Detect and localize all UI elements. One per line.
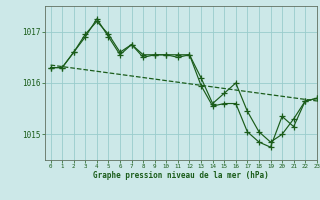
X-axis label: Graphe pression niveau de la mer (hPa): Graphe pression niveau de la mer (hPa) <box>93 171 269 180</box>
